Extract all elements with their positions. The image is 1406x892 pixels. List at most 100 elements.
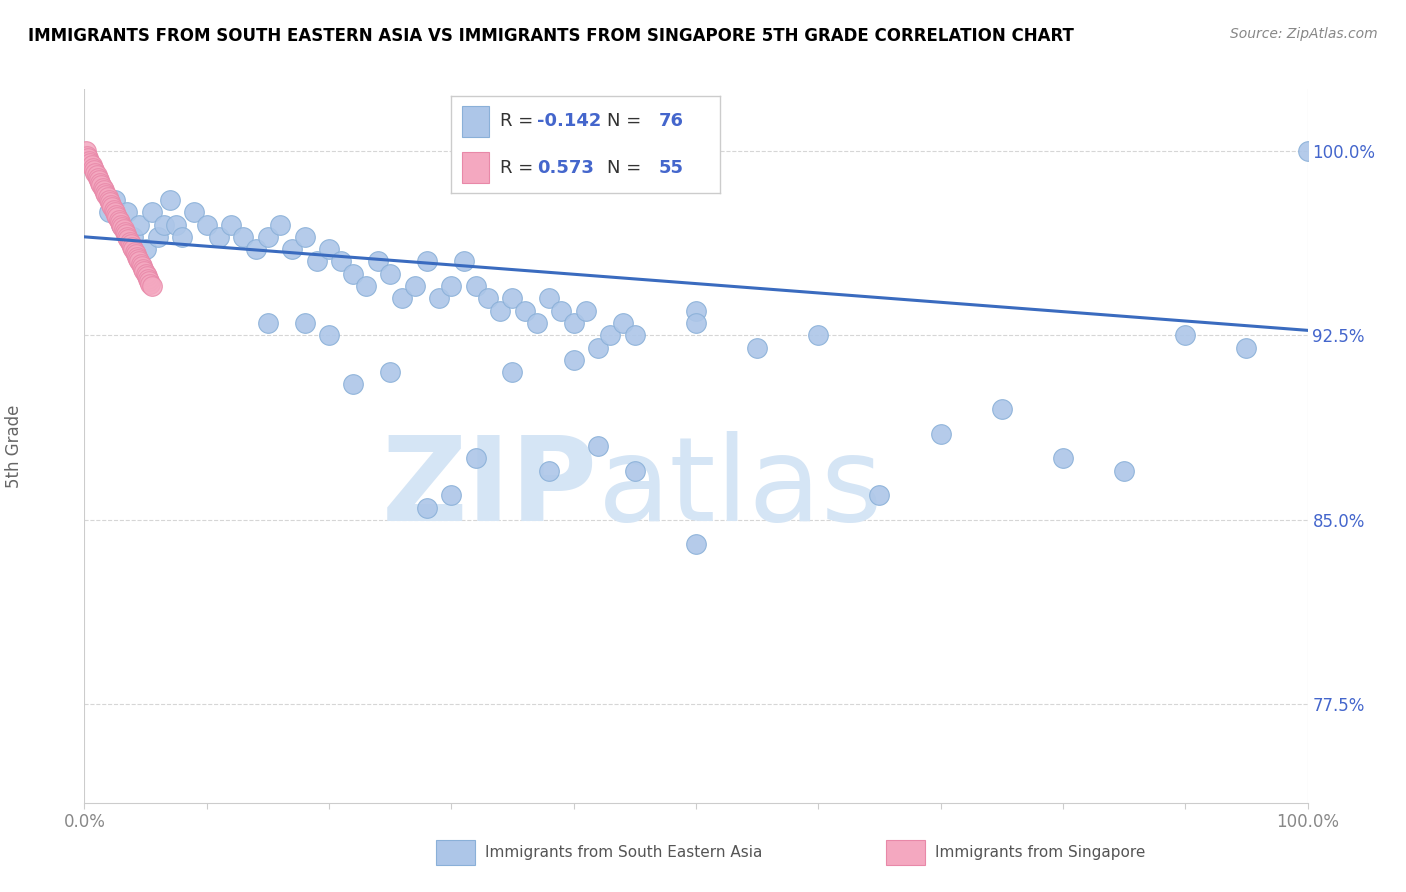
Point: [453, 254, 475, 268]
Point: [98, 195, 121, 210]
Point: [90, 178, 112, 193]
Point: [538, 291, 561, 305]
Point: [153, 218, 176, 232]
Point: [391, 291, 413, 305]
Point: [121, 240, 143, 254]
Point: [367, 254, 389, 268]
Point: [929, 426, 952, 441]
Point: [172, 230, 194, 244]
Point: [1114, 464, 1136, 478]
Text: ZIP: ZIP: [382, 432, 598, 546]
Text: IMMIGRANTS FROM SOUTH EASTERN ASIA VS IMMIGRANTS FROM SINGAPORE 5TH GRADE CORREL: IMMIGRANTS FROM SOUTH EASTERN ASIA VS IM…: [28, 27, 1074, 45]
Point: [94, 186, 117, 200]
Point: [294, 230, 316, 244]
Point: [120, 237, 142, 252]
Point: [747, 341, 769, 355]
Point: [404, 279, 426, 293]
Point: [75, 144, 97, 158]
Point: [104, 193, 127, 207]
Point: [599, 328, 621, 343]
Point: [807, 328, 830, 343]
Point: [1296, 144, 1319, 158]
Point: [87, 170, 110, 185]
Point: [129, 257, 152, 271]
Point: [86, 169, 108, 183]
Point: [128, 218, 150, 232]
Point: [112, 222, 135, 236]
Text: Immigrants from South Eastern Asia: Immigrants from South Eastern Asia: [485, 846, 762, 860]
Point: [869, 488, 891, 502]
Point: [79, 156, 101, 170]
Text: Source: ZipAtlas.com: Source: ZipAtlas.com: [1230, 27, 1378, 41]
Point: [84, 166, 107, 180]
Point: [165, 218, 187, 232]
Point: [501, 291, 523, 305]
Point: [464, 451, 486, 466]
Point: [89, 176, 111, 190]
Point: [269, 218, 291, 232]
Point: [318, 242, 340, 256]
Point: [526, 316, 548, 330]
Point: [125, 250, 148, 264]
Point: [427, 291, 450, 305]
Text: Immigrants from Singapore: Immigrants from Singapore: [935, 846, 1146, 860]
Point: [97, 205, 120, 219]
Point: [513, 303, 536, 318]
Point: [105, 208, 128, 222]
Point: [294, 316, 316, 330]
Point: [232, 230, 254, 244]
Point: [114, 225, 136, 239]
Point: [501, 365, 523, 379]
Point: [416, 500, 439, 515]
Point: [257, 230, 280, 244]
Point: [685, 316, 707, 330]
Point: [107, 212, 129, 227]
Point: [77, 151, 100, 165]
Point: [80, 159, 103, 173]
Point: [104, 205, 127, 219]
Point: [138, 274, 160, 288]
Point: [108, 215, 131, 229]
Point: [305, 254, 328, 268]
Point: [115, 227, 138, 242]
Point: [101, 200, 124, 214]
Point: [1234, 341, 1257, 355]
Point: [118, 235, 141, 249]
Point: [208, 230, 231, 244]
Point: [380, 365, 402, 379]
Point: [146, 230, 169, 244]
Point: [586, 439, 609, 453]
Point: [245, 242, 267, 256]
Point: [139, 277, 162, 291]
Point: [195, 218, 218, 232]
Point: [342, 267, 364, 281]
Point: [135, 269, 157, 284]
Point: [115, 230, 138, 244]
Point: [575, 303, 598, 318]
Text: 5th Grade: 5th Grade: [6, 404, 22, 488]
Point: [91, 180, 114, 194]
Point: [141, 205, 163, 219]
Point: [136, 271, 159, 285]
Point: [77, 153, 100, 168]
Point: [183, 205, 205, 219]
Point: [110, 218, 132, 232]
Point: [122, 230, 145, 244]
Point: [111, 219, 134, 234]
Point: [100, 198, 122, 212]
Point: [76, 148, 98, 162]
Point: [562, 352, 585, 367]
Point: [586, 341, 609, 355]
Point: [82, 161, 104, 175]
Point: [110, 218, 132, 232]
Point: [131, 260, 153, 274]
Text: atlas: atlas: [598, 432, 883, 546]
Point: [159, 193, 181, 207]
Point: [97, 190, 120, 204]
Point: [440, 279, 463, 293]
Point: [318, 328, 340, 343]
Point: [122, 242, 145, 256]
Point: [562, 316, 585, 330]
Point: [685, 537, 707, 551]
Point: [127, 252, 149, 266]
